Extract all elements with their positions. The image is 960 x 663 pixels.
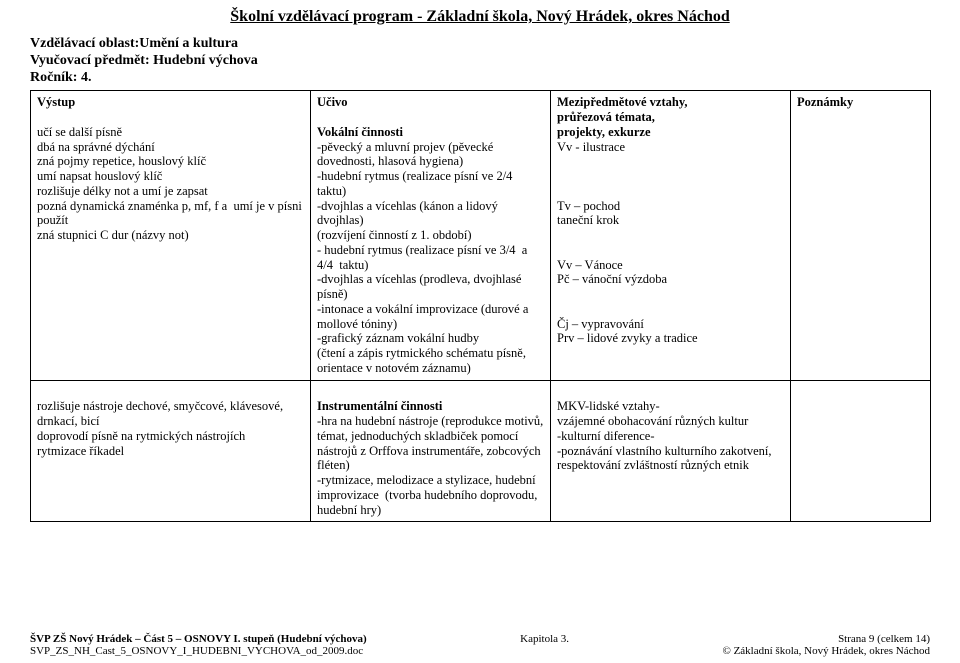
cell-vztahy: Mezipředmětové vztahy, průřezová témata,… (551, 91, 791, 380)
cell-vztahy-2-body: MKV-lidské vztahy- vzájemné obohacování … (557, 399, 775, 472)
intro-line-3: Ročník: 4. (30, 70, 930, 87)
cell-ucivo-2: Instrumentální činnosti -hra na hudební … (311, 380, 551, 522)
footer-left-1: ŠVP ZŠ Nový Hrádek – Část 5 – OSNOVY I. … (30, 633, 367, 645)
col-head-vystup: Výstup (37, 95, 75, 109)
footer-right-2: © Základní škola, Nový Hrádek, okres Nác… (722, 645, 930, 657)
intro-line-2: Vyučovací předmět: Hudební výchova (30, 53, 930, 70)
cell-ucivo: Učivo Vokální činnosti -pěvecký a mluvní… (311, 91, 551, 380)
table-row: rozlišuje nástroje dechové, smyčcové, kl… (31, 380, 931, 522)
cell-vystup-2: rozlišuje nástroje dechové, smyčcové, kl… (31, 380, 311, 522)
table-row: Výstup učí se další písně dbá na správné… (31, 91, 931, 380)
cell-vystup-2-body: rozlišuje nástroje dechové, smyčcové, kl… (37, 399, 286, 457)
cell-vystup-body: učí se další písně dbá na správné dýchán… (37, 125, 305, 242)
cell-vztahy-body: Vv - ilustrace Tv – pochod taneční krok … (557, 140, 698, 346)
cell-ucivo-2-subhead: Instrumentální činnosti (317, 399, 442, 413)
page-title: Školní vzdělávací program - Základní ško… (0, 0, 960, 26)
cell-poznamky: Poznámky (791, 91, 931, 380)
col-head-poznamky: Poznámky (797, 95, 853, 109)
footer-left: ŠVP ZŠ Nový Hrádek – Část 5 – OSNOVY I. … (30, 633, 367, 657)
curriculum-table: Výstup učí se další písně dbá na správné… (30, 90, 931, 522)
cell-ucivo-subhead: Vokální činnosti (317, 125, 403, 139)
intro-line-1: Vzdělávací oblast:Umění a kultura (30, 36, 930, 53)
footer-left-2: SVP_ZS_NH_Cast_5_OSNOVY_I_HUDEBNI_VYCHOV… (30, 645, 367, 657)
cell-ucivo-2-body: -hra na hudební nástroje (reprodukce mot… (317, 414, 546, 517)
cell-ucivo-body: -pěvecký a mluvní projev (pěvecké dovedn… (317, 140, 532, 375)
cell-poznamky-2 (791, 380, 931, 522)
col-head-ucivo: Učivo (317, 95, 348, 109)
footer-right-1: Strana 9 (celkem 14) (722, 633, 930, 645)
cell-vztahy-2: MKV-lidské vztahy- vzájemné obohacování … (551, 380, 791, 522)
footer-center: Kapitola 3. (520, 633, 569, 657)
cell-vystup: Výstup učí se další písně dbá na správné… (31, 91, 311, 380)
col-head-vztahy: Mezipředmětové vztahy, průřezová témata,… (557, 95, 688, 139)
page-footer: ŠVP ZŠ Nový Hrádek – Část 5 – OSNOVY I. … (30, 633, 930, 657)
footer-right: Strana 9 (celkem 14) © Základní škola, N… (722, 633, 930, 657)
intro-block: Vzdělávací oblast:Umění a kultura Vyučov… (0, 26, 960, 90)
